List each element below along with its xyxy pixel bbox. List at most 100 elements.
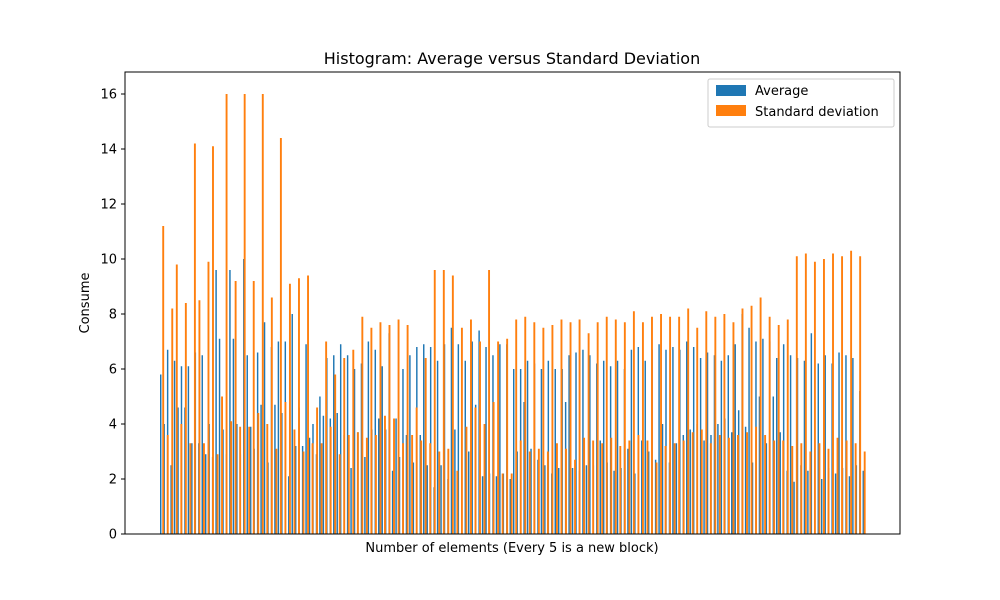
std-dev-bar (804, 253, 807, 534)
average-bar (634, 473, 636, 534)
average-bar (468, 451, 470, 534)
std-dev-bar (800, 443, 803, 534)
std-dev-bar (216, 454, 219, 534)
std-dev-bar (325, 341, 328, 534)
y-tick-label: 0 (109, 528, 117, 543)
y-tick-label: 14 (100, 143, 117, 158)
std-dev-bar (497, 341, 500, 534)
std-dev-bar (488, 270, 491, 534)
legend-swatch-std-dev (716, 105, 746, 116)
std-dev-bar (510, 473, 513, 534)
average-bar (260, 404, 262, 534)
y-tick-label: 16 (100, 88, 117, 103)
y-axis: 0 2 4 6 8 10 12 14 16 (100, 88, 125, 543)
std-dev-bar (470, 319, 472, 534)
average-bar (187, 366, 190, 534)
std-dev-bar (560, 319, 563, 534)
std-dev-bars (162, 94, 866, 534)
average-bar (381, 366, 383, 534)
std-dev-bar (433, 270, 436, 534)
std-dev-bar (343, 358, 346, 534)
average-bar (641, 440, 643, 534)
std-dev-bar (415, 407, 418, 534)
std-dev-bar (682, 440, 685, 534)
std-dev-bar (832, 253, 834, 534)
std-dev-bar (261, 94, 264, 534)
legend-label-average: Average (755, 84, 808, 99)
average-bar (703, 440, 705, 534)
std-dev-bar (637, 435, 640, 534)
average-bar (277, 341, 280, 534)
average-bar (333, 355, 335, 534)
average-bar (305, 344, 307, 534)
std-dev-bar (596, 322, 599, 534)
std-dev-bar (230, 421, 233, 534)
std-dev-bar (411, 435, 414, 534)
average-bar (526, 360, 529, 534)
average-bar (544, 465, 546, 534)
std-dev-bar (519, 440, 522, 534)
average-bar (779, 432, 781, 534)
average-bar (395, 418, 397, 534)
average-bar (834, 473, 837, 534)
average-bar (423, 344, 425, 534)
std-dev-bar (813, 261, 816, 534)
average-bar (322, 415, 325, 534)
std-dev-bar (565, 448, 567, 534)
std-dev-bar (347, 435, 350, 534)
average-bar (177, 407, 179, 534)
std-dev-bar (601, 443, 604, 534)
std-dev-bar (859, 256, 862, 534)
std-dev-bar (166, 435, 169, 534)
average-bar (263, 322, 266, 534)
std-dev-bar (759, 297, 762, 534)
std-dev-bar (660, 314, 662, 534)
average-bar (191, 443, 193, 534)
std-dev-bar (605, 316, 608, 534)
std-dev-bar (651, 316, 653, 534)
std-dev-bar (221, 396, 223, 534)
std-dev-bar (691, 432, 694, 534)
average-bar (582, 349, 584, 534)
std-dev-bar (329, 426, 332, 534)
average-bar (793, 481, 795, 534)
average-bar (776, 358, 778, 534)
std-dev-bar (773, 440, 776, 534)
average-bar (530, 448, 532, 534)
average-bar (513, 369, 515, 534)
average-bar (665, 349, 667, 534)
average-bar (630, 349, 633, 534)
std-dev-bar (361, 316, 364, 534)
std-dev-bar (628, 440, 631, 534)
std-dev-bar (528, 451, 531, 534)
average-bar (554, 369, 556, 534)
std-dev-bar (252, 281, 255, 534)
average-bar (426, 465, 428, 534)
legend: Average Standard deviation (707, 78, 895, 128)
average-bar (568, 355, 570, 534)
average-bar (731, 432, 733, 534)
std-dev-bar (298, 278, 300, 534)
chart-title: Histogram: Average versus Standard Devia… (324, 49, 700, 68)
average-bar (294, 446, 297, 534)
std-dev-bar (746, 432, 748, 534)
std-dev-bar (583, 437, 586, 534)
std-dev-bar (384, 415, 386, 534)
average-bar (319, 396, 321, 534)
std-dev-bar (180, 424, 183, 534)
average-bar (398, 457, 401, 534)
average-bar (405, 435, 408, 534)
std-dev-bar (374, 435, 377, 534)
std-dev-bar (619, 446, 622, 534)
average-bar (201, 355, 203, 534)
average-bar (686, 341, 688, 534)
average-bar (852, 358, 854, 534)
std-dev-bar (465, 426, 468, 534)
average-bar (391, 470, 394, 534)
std-dev-bar (741, 308, 744, 534)
std-dev-bar (569, 322, 572, 534)
std-dev-bar (592, 440, 595, 534)
average-bar (616, 360, 619, 534)
y-tick-label: 6 (109, 363, 117, 378)
std-dev-bar (768, 316, 771, 534)
